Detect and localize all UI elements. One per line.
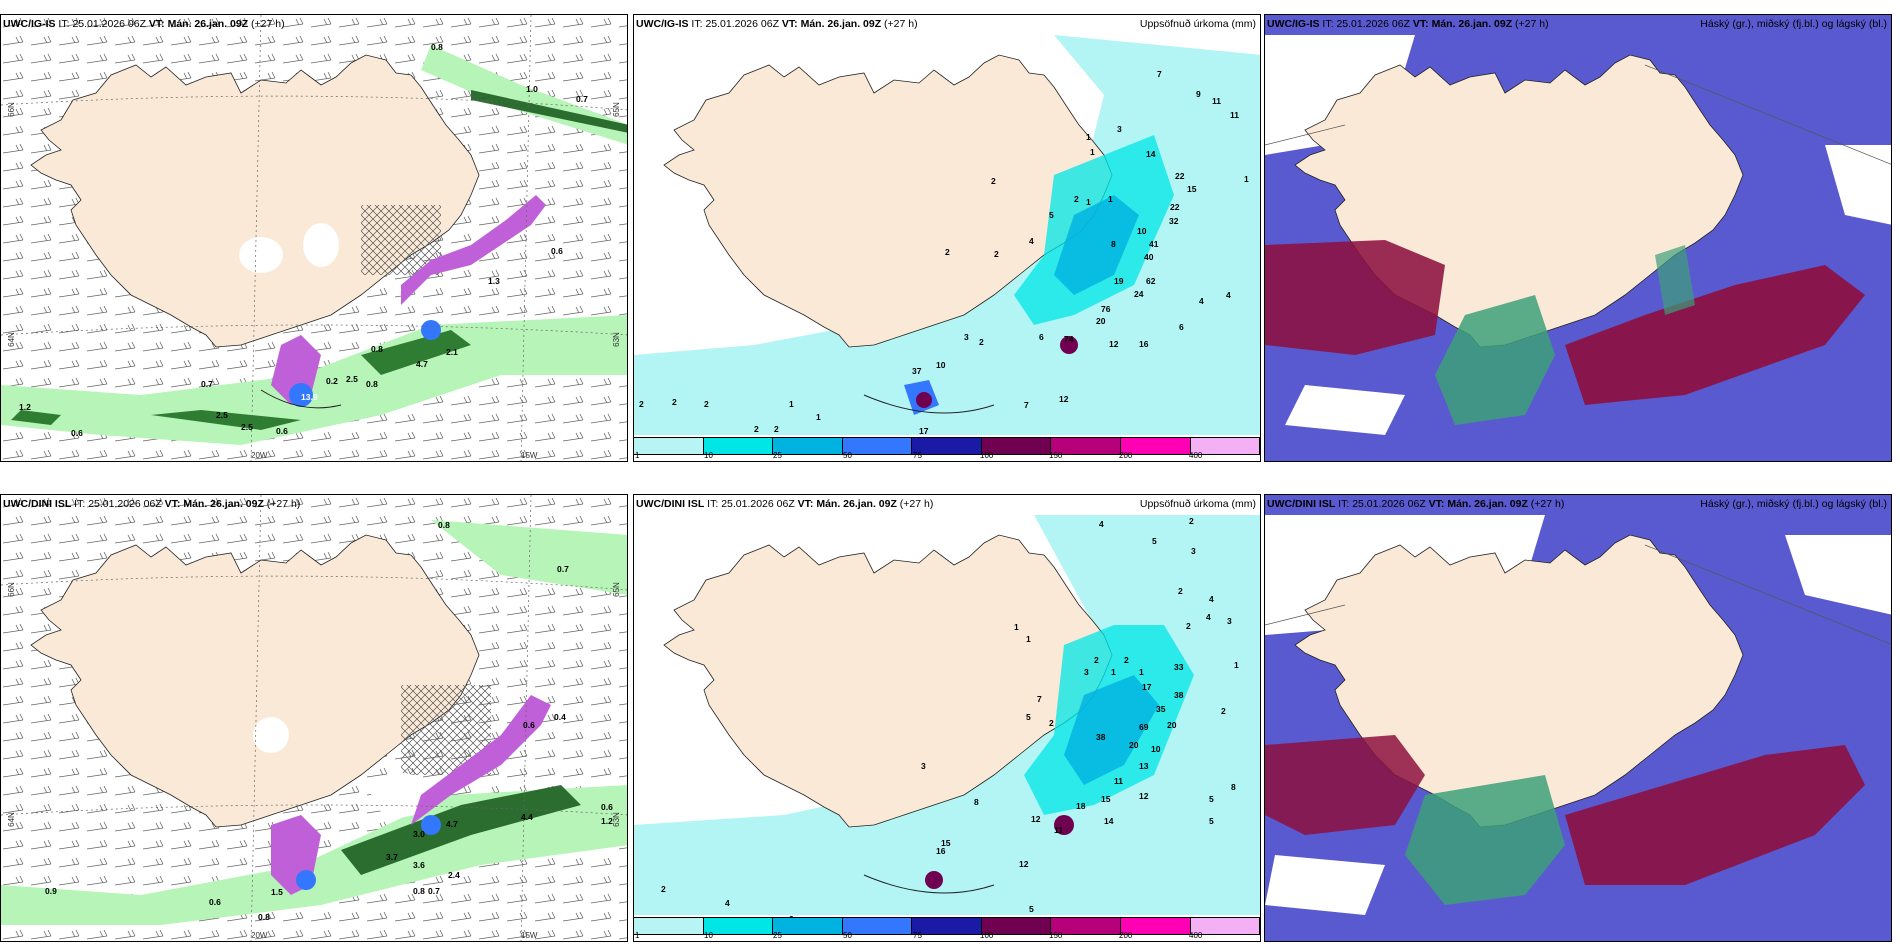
model-name: UWC/DINI ISL (3, 498, 72, 510)
wind-map (1, 495, 627, 941)
precip-map (634, 495, 1260, 941)
wind-panel-ig-is: UWC/IG-IS IT: 25.01.2026 06Z VT: Mán. 26… (0, 14, 628, 462)
legend-swatch (1051, 918, 1121, 934)
model-name: UWC/IG-IS (3, 18, 56, 30)
precip-legend-bar (634, 437, 1260, 455)
legend-swatch (842, 438, 913, 454)
legend-swatch (773, 918, 843, 934)
panel-header: UWC/IG-IS IT: 25.01.2026 06Z VT: Mán. 26… (3, 18, 285, 30)
panel-header: UWC/IG-IS IT: 25.01.2026 06Z VT: Mán. 26… (1267, 18, 1549, 30)
legend-swatch (634, 918, 704, 934)
legend-swatch (981, 918, 1052, 934)
legend-swatch (1120, 918, 1191, 934)
precip-title: Uppsöfnuð úrkoma (mm) (1139, 18, 1256, 30)
wind-map (1, 15, 627, 461)
legend-swatch (912, 438, 982, 454)
cloud-title: Háský (gr.), miðský (fj.bl.) og lágský (… (1700, 498, 1887, 510)
cloud-map (1265, 495, 1891, 941)
legend-swatch (773, 438, 843, 454)
legend-swatch (1190, 918, 1260, 934)
legend-swatch (1051, 438, 1121, 454)
cloud-panel-dini-isl: UWC/DINI ISL IT: 25.01.2026 06Z VT: Mán.… (1264, 494, 1892, 942)
legend-swatch (1120, 438, 1191, 454)
legend-swatch (1190, 438, 1260, 454)
panel-header: UWC/DINI ISL IT: 25.01.2026 06Z VT: Mán.… (636, 498, 934, 510)
legend-swatch (912, 918, 982, 934)
precip-panel-ig-is: UWC/IG-IS IT: 25.01.2026 06Z VT: Mán. 26… (633, 14, 1261, 462)
precip-map (634, 15, 1260, 461)
legend-swatch (703, 918, 774, 934)
legend-swatch (634, 438, 704, 454)
precip-title: Uppsöfnuð úrkoma (mm) (1139, 498, 1256, 510)
wind-panel-dini-isl: UWC/DINI ISL IT: 25.01.2026 06Z VT: Mán.… (0, 494, 628, 942)
cloud-map (1265, 15, 1891, 461)
legend-swatch (842, 918, 913, 934)
panel-header: UWC/DINI ISL IT: 25.01.2026 06Z VT: Mán.… (3, 498, 301, 510)
precip-legend-bar (634, 917, 1260, 935)
cloud-title: Háský (gr.), miðský (fj.bl.) og lágský (… (1700, 18, 1887, 30)
cloud-panel-ig-is: UWC/IG-IS IT: 25.01.2026 06Z VT: Mán. 26… (1264, 14, 1892, 462)
legend-swatch (981, 438, 1052, 454)
precip-panel-dini-isl: UWC/DINI ISL IT: 25.01.2026 06Z VT: Mán.… (633, 494, 1261, 942)
precip-legend: 1 10 25 50 75 100 150 200 400 (634, 437, 1260, 461)
precip-legend: 1 10 25 50 75 100 150 200 400 (634, 917, 1260, 941)
legend-swatch (703, 438, 774, 454)
panel-header: UWC/DINI ISL IT: 25.01.2026 06Z VT: Mán.… (1267, 498, 1565, 510)
panel-header: UWC/IG-IS IT: 25.01.2026 06Z VT: Mán. 26… (636, 18, 918, 30)
